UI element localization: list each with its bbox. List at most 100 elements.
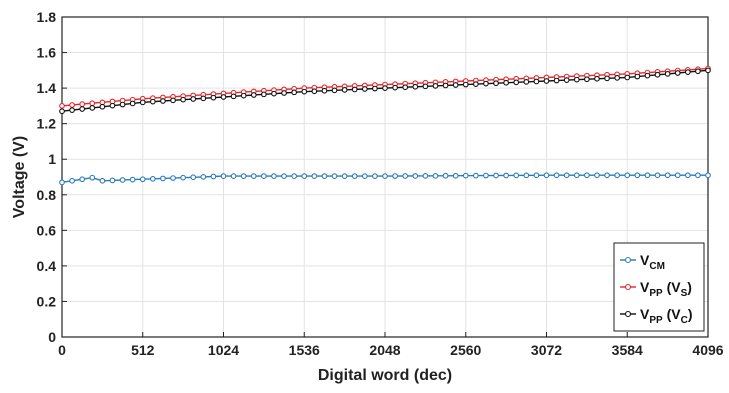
- series-marker: [69, 107, 75, 113]
- series-marker: [149, 98, 156, 105]
- series-marker: [200, 174, 207, 180]
- series-marker: [382, 173, 388, 179]
- series-marker: [674, 70, 681, 76]
- series-marker: [180, 96, 186, 103]
- series-marker: [250, 173, 257, 179]
- series-marker: [684, 172, 691, 179]
- series-marker: [220, 173, 227, 179]
- series-marker: [190, 174, 197, 181]
- series-marker: [472, 81, 479, 87]
- series-marker: [129, 176, 136, 183]
- series-marker: [674, 172, 681, 179]
- series-marker: [644, 72, 651, 79]
- series-marker: [69, 177, 75, 184]
- legend-label: VCM: [640, 252, 665, 272]
- series-marker: [321, 87, 328, 94]
- series-marker: [392, 173, 398, 179]
- series-cm-0: [59, 172, 711, 186]
- series-marker: [624, 172, 631, 179]
- legend-swatch-marker: [624, 310, 632, 318]
- legend-swatch-marker: [624, 256, 632, 264]
- series-marker: [543, 172, 550, 179]
- series-marker: [412, 83, 419, 90]
- x-tick-label: 4096: [692, 342, 723, 358]
- series-marker: [412, 173, 419, 179]
- series-marker: [493, 172, 499, 179]
- series-marker: [210, 94, 217, 101]
- series-marker: [594, 172, 600, 179]
- series-marker: [79, 176, 86, 183]
- series-marker: [99, 103, 106, 110]
- x-tick-label: 512: [131, 342, 155, 358]
- series-marker: [160, 98, 166, 104]
- series-marker: [402, 173, 409, 179]
- series-marker: [462, 172, 469, 179]
- series-marker: [614, 172, 621, 179]
- series-marker: [594, 75, 600, 82]
- series-marker: [210, 173, 217, 180]
- series-marker: [240, 173, 247, 179]
- series-marker: [361, 86, 368, 92]
- series-marker: [604, 75, 610, 82]
- y-tick-label: 1: [48, 151, 56, 167]
- series-marker: [180, 174, 186, 181]
- series-marker: [271, 90, 277, 97]
- series-marker: [321, 173, 328, 179]
- series-marker: [89, 100, 96, 107]
- y-tick-label: 1.4: [37, 80, 57, 96]
- series-marker: [705, 172, 711, 179]
- series-marker: [695, 172, 701, 179]
- series-marker: [452, 172, 459, 179]
- series-marker: [190, 96, 197, 102]
- series-marker: [170, 97, 176, 104]
- series-marker: [462, 81, 469, 88]
- series-marker: [331, 87, 338, 94]
- series-marker: [351, 86, 358, 93]
- series-marker: [220, 94, 227, 100]
- series-marker: [654, 71, 661, 78]
- series-marker: [392, 84, 398, 91]
- series-marker: [281, 173, 287, 179]
- series-marker: [584, 76, 590, 83]
- x-tick-label: 3072: [531, 342, 562, 358]
- x-axis-label: Digital word (dec): [318, 367, 452, 384]
- series-marker: [472, 172, 479, 179]
- series-marker: [553, 77, 560, 84]
- series-marker: [361, 173, 368, 179]
- y-tick-label: 0.8: [37, 187, 57, 203]
- series-marker: [604, 172, 610, 179]
- series-marker: [664, 71, 671, 77]
- series-marker: [129, 100, 136, 107]
- series-marker: [442, 82, 449, 89]
- legend-label: VPP (VC): [640, 306, 692, 326]
- series-marker: [563, 172, 570, 179]
- series-marker: [634, 73, 641, 80]
- series-marker: [89, 174, 96, 181]
- series-marker: [372, 173, 378, 179]
- y-tick-label: 0: [48, 329, 56, 345]
- series-marker: [69, 102, 75, 108]
- series-marker: [261, 91, 267, 98]
- series-marker: [422, 83, 429, 90]
- y-tick-label: 1.8: [37, 9, 57, 25]
- series-marker: [250, 92, 257, 98]
- x-tick-label: 1024: [208, 342, 239, 358]
- series-marker: [684, 69, 691, 75]
- series-marker: [149, 175, 156, 182]
- series-marker: [109, 177, 116, 184]
- series-marker: [341, 87, 348, 93]
- series-marker: [614, 75, 621, 81]
- series-marker: [372, 85, 378, 92]
- series-marker: [513, 79, 520, 86]
- series-marker: [543, 78, 550, 84]
- series-marker: [301, 173, 308, 179]
- series-marker: [59, 103, 65, 109]
- series-marker: [573, 76, 580, 83]
- series-pp-2: [59, 67, 711, 115]
- series-marker: [89, 105, 96, 111]
- series-marker: [573, 172, 580, 179]
- series-marker: [503, 172, 509, 179]
- series-marker: [533, 172, 540, 179]
- series-marker: [261, 173, 267, 179]
- series-marker: [382, 85, 388, 91]
